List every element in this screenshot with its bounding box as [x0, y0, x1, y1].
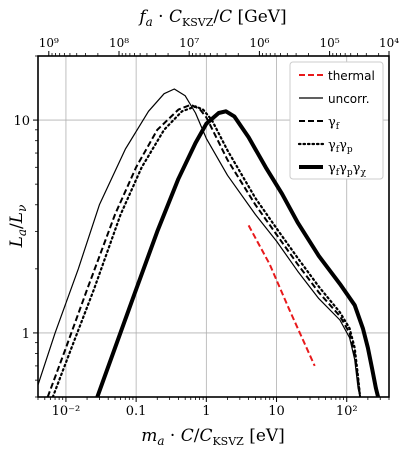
legend-entry-uncorr: uncorr. [299, 92, 370, 106]
legend: thermal uncorr. γf γfγp γfγpγχ [289, 61, 384, 180]
x-axis-title: ma · C/CKSVZ [eV] [141, 426, 285, 448]
legend-label-gamma-f-p: γfγp [328, 138, 353, 155]
top-tick-label-0: 10⁹ [39, 36, 59, 50]
legend-label-gamma-f: γf [328, 115, 340, 132]
top-tick-label-4: 10⁵ [320, 36, 340, 50]
series-line-1 [38, 88, 361, 397]
x-tick-label-1: 0.1 [126, 404, 147, 419]
series-line-3 [51, 105, 362, 397]
legend-label-uncorr: uncorr. [328, 92, 370, 106]
top-tick-label-3: 10⁶ [249, 36, 269, 50]
legend-entry-gamma-f: γf [299, 115, 340, 132]
top-tick-label-5: 10⁴ [379, 36, 399, 50]
plot-frame [37, 55, 390, 398]
y-tick-label-1: 10 [13, 114, 30, 129]
top-tick-label-2: 10⁷ [179, 36, 199, 50]
top-tick-label-1: 10⁸ [109, 36, 129, 50]
series-layer [38, 88, 381, 397]
legend-box [289, 61, 384, 180]
legend-entry-thermal: thermal [299, 69, 375, 83]
y-tick-label-0: 1 [22, 327, 30, 342]
axes: 10⁻² 0.1 1 10 10² 1 10 10⁹ 10⁸ 10⁷ 10⁶ 10⁵ 10⁴ [13, 36, 399, 419]
legend-label-thermal: thermal [328, 69, 375, 83]
series-line-4 [95, 109, 381, 397]
y-axis-title: La/Lν [7, 205, 29, 249]
top-axis-title: fa · CKSVZ/C [GeV] [137, 7, 286, 29]
x-tick-label-0: 10⁻² [52, 404, 81, 419]
x-tick-label-3: 10 [268, 404, 285, 419]
x-tick-label-4: 10² [336, 404, 358, 419]
legend-entry-gamma-f-p: γfγp [297, 138, 353, 155]
x-tick-label-2: 1 [202, 404, 210, 419]
series-line-2 [46, 103, 362, 397]
series-line-0 [247, 224, 316, 367]
